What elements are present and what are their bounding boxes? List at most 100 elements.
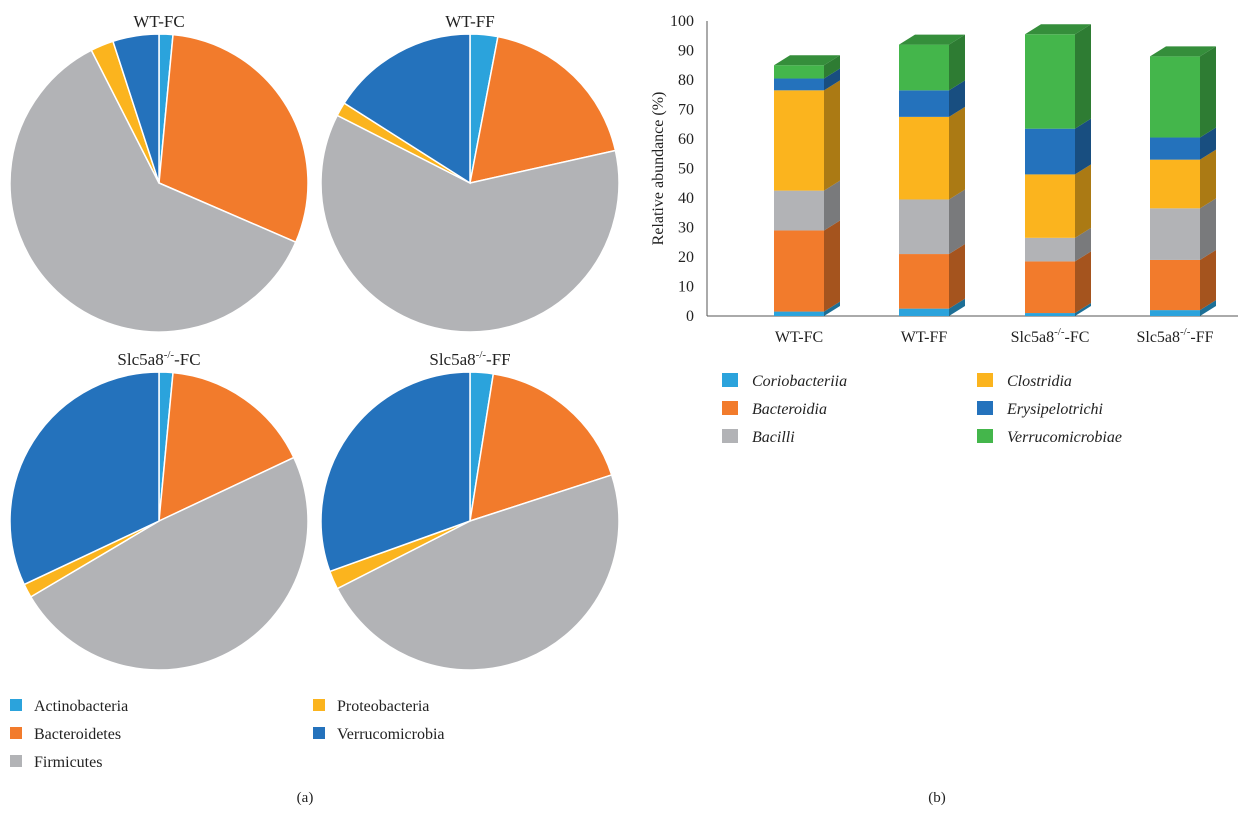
pie-slc5a8-ff: Slc5a8-/--FF <box>320 349 620 671</box>
pie-slice-verrucomicrobia <box>320 371 471 573</box>
pie-slice-firmicutes <box>9 49 297 333</box>
bar-segment-bacteroidia <box>899 254 949 309</box>
y-tick-label: 20 <box>678 249 694 266</box>
y-axis-label: Relative abundance (%) <box>650 92 667 246</box>
y-tick-label: 0 <box>686 308 694 325</box>
bar-side-coriobacteriia <box>1075 303 1091 316</box>
y-tick-label: 40 <box>678 190 694 207</box>
bar-side-coriobacteriia <box>1200 300 1216 316</box>
bar-top <box>774 55 840 66</box>
pie-slice-bacteroidetes <box>158 33 309 244</box>
bar-side-verrucomicrobiae <box>1200 46 1216 138</box>
x-tick-label: Slc5a8-/--FC <box>1011 326 1090 346</box>
legend-label: Coriobacteriia <box>752 373 847 390</box>
legend-label: Verrucomicrobia <box>337 726 445 743</box>
bar-side-coriobacteriia <box>949 298 965 316</box>
legend-item-clostridia: Clostridia <box>977 373 1072 390</box>
pie-slice-bacteroidetes <box>469 372 613 523</box>
bar-side-verrucomicrobiae <box>949 34 965 91</box>
y-tick-label: 80 <box>678 72 694 89</box>
bar-segment-verrucomicrobiae <box>1150 56 1200 138</box>
bar-side-bacilli <box>1200 198 1216 260</box>
bar-segment-coriobacteriia <box>899 308 949 316</box>
bar-top <box>1150 46 1216 57</box>
bar-side-bacteroidia <box>824 220 840 312</box>
bar-side-coriobacteriia <box>824 301 840 316</box>
bar-side-erysipelotrichi <box>1200 127 1216 160</box>
pie-slice-bacteroidetes <box>158 371 295 523</box>
legend-swatch <box>313 699 325 711</box>
pie-slice-verrucomicrobia <box>9 371 160 586</box>
pie-wt-ff: WT-FF <box>320 12 620 333</box>
bar-side-bacteroidia <box>1075 251 1091 314</box>
bar-side-clostridia <box>949 106 965 200</box>
panel-label-b: (b) <box>928 790 946 806</box>
pie-slice-verrucomicrobia <box>343 33 471 185</box>
bar-side-bacilli <box>949 189 965 255</box>
bar-segment-clostridia <box>1150 159 1200 209</box>
bar-segment-coriobacteriia <box>1150 310 1200 316</box>
bar-segment-coriobacteriia <box>1025 313 1075 316</box>
bar-segment-verrucomicrobiae <box>774 65 824 79</box>
legend-item-coriobacteriia: Coriobacteriia <box>722 373 847 390</box>
legend-item-proteobacteria: Proteobacteria <box>313 698 429 715</box>
bar-segment-clostridia <box>1025 174 1075 238</box>
pie-slice-bacteroidetes <box>469 35 617 184</box>
bar-side-clostridia <box>824 80 840 191</box>
legend-swatch <box>10 699 22 711</box>
bar-segment-erysipelotrichi <box>1025 128 1075 175</box>
pie-title: Slc5a8-/--FF <box>429 349 510 369</box>
y-tick-label: 70 <box>678 102 694 119</box>
legend-item-bacteroidetes: Bacteroidetes <box>10 726 121 743</box>
bar-side-bacteroidia <box>949 244 965 309</box>
legend-swatch <box>977 373 993 387</box>
pie-charts: WT-FC WT-FF Slc5a8-/--FC Slc5a8-/--FF <box>9 12 620 671</box>
bar-segment-erysipelotrichi <box>1150 137 1200 160</box>
bar-segment-clostridia <box>774 90 824 191</box>
legend-item-verrucomicrobia: Verrucomicrobia <box>313 726 445 743</box>
bar-segment-bacilli <box>1150 208 1200 260</box>
legend-swatch <box>722 429 738 443</box>
bar-top <box>1025 24 1091 35</box>
bar-side-bacteroidia <box>1200 249 1216 311</box>
legend-label: Bacilli <box>752 429 795 446</box>
bar-segment-bacilli <box>1025 237 1075 262</box>
legend-item-verrucomicrobiae: Verrucomicrobiae <box>977 429 1122 446</box>
bar-segment-clostridia <box>899 116 949 200</box>
y-tick-label: 60 <box>678 131 694 148</box>
bar-slc5a8-ff: Slc5a8-/--FF <box>1136 46 1216 346</box>
legend-swatch <box>10 755 22 767</box>
bar-legend: Coriobacteriia Bacteroidia Bacilli Clostrid… <box>722 373 1122 446</box>
pie-title: WT-FF <box>445 12 494 31</box>
legend-label: Firmicutes <box>34 754 102 771</box>
bar-segment-erysipelotrichi <box>774 78 824 91</box>
legend-swatch <box>977 401 993 415</box>
bar-segment-verrucomicrobiae <box>1025 34 1075 129</box>
bar-side-erysipelotrichi <box>949 80 965 117</box>
bar-side-erysipelotrichi <box>824 68 840 91</box>
bar-segment-bacteroidia <box>1150 259 1200 311</box>
stacked-bar-chart: 0 10 20 30 40 50 60 70 80 90 100 Relative abundance… <box>650 13 1238 346</box>
y-tick-label: 90 <box>678 43 694 60</box>
legend-label: Bacteroidetes <box>34 726 121 743</box>
legend-item-actinobacteria: Actinobacteria <box>10 698 128 715</box>
x-tick-label: Slc5a8-/--FF <box>1136 326 1213 346</box>
bar-slc5a8-fc: Slc5a8-/--FC <box>1011 24 1091 346</box>
y-tick-label: 30 <box>678 220 694 237</box>
bar-segment-erysipelotrichi <box>899 90 949 117</box>
legend-label: Proteobacteria <box>337 698 429 715</box>
legend-label: Clostridia <box>1007 373 1072 390</box>
legend-label: Erysipelotrichi <box>1006 401 1103 418</box>
pie-slice-verrucomicrobia <box>112 33 160 184</box>
y-axis: 0 10 20 30 40 50 60 70 80 90 100 Relative abundance… <box>650 13 1238 325</box>
bar-segment-bacilli <box>899 199 949 255</box>
legend-swatch <box>313 727 325 739</box>
y-tick-label: 100 <box>670 13 694 30</box>
bar-wt-ff: WT-FF <box>899 34 965 346</box>
legend-swatch <box>10 727 22 739</box>
bar-side-bacilli <box>1075 227 1091 262</box>
x-tick-label: WT-FC <box>775 329 823 346</box>
pie-slice-firmicutes <box>29 456 309 671</box>
y-tick-label: 10 <box>678 279 694 296</box>
